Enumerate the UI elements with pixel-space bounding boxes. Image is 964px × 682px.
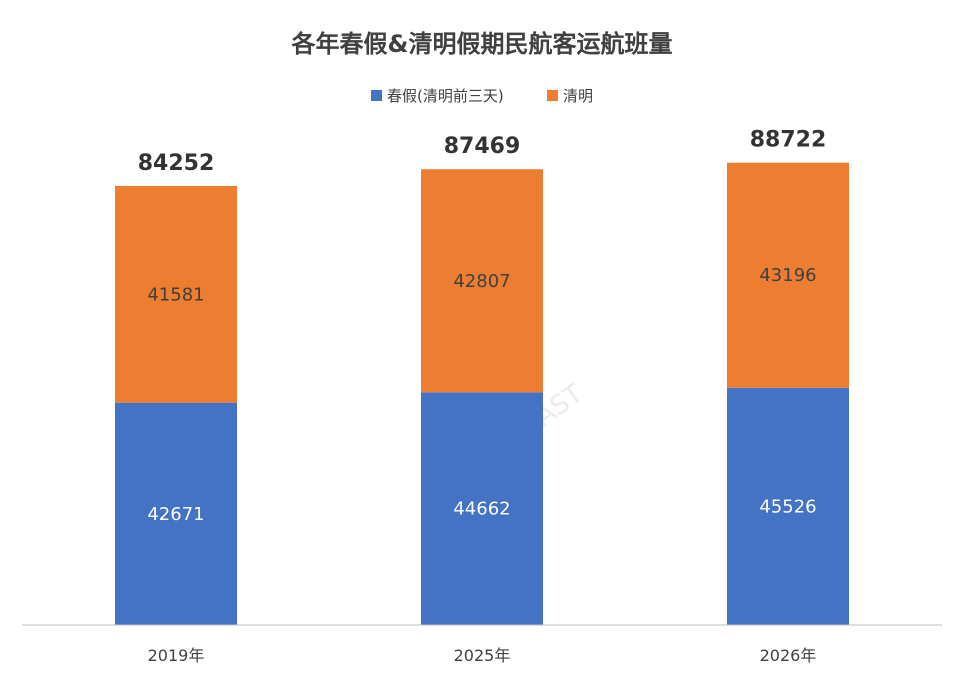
bar-segment-qingming-2: [727, 162, 849, 388]
data-label-spring-1: 44662: [453, 499, 510, 520]
data-label-qingming-2: 43196: [759, 265, 816, 286]
bar-segment-spring-0: [115, 402, 237, 625]
legend-label-qingming: 清明: [563, 87, 593, 105]
x-tick-label-1: 2025年: [454, 646, 511, 665]
bars: 42671 41581 84252 44662 42807 87469 45526 43196…: [115, 128, 849, 625]
legend-label-spring: 春假(清明前三天): [387, 87, 504, 105]
x-tick-label-2: 2026年: [760, 646, 817, 665]
data-label-qingming-0: 41581: [147, 284, 204, 305]
chart-title: 各年春假&清明假期民航客运航班量: [291, 30, 673, 58]
data-label-spring-0: 42671: [147, 504, 204, 525]
legend: 春假(清明前三天) 清明: [371, 87, 593, 105]
x-tick-label-0: 2019年: [148, 646, 205, 665]
bar-segment-qingming-1: [421, 169, 543, 393]
x-axis-ticks: 2019年 2025年 2026年: [148, 646, 817, 665]
legend-swatch-qingming: [547, 90, 558, 101]
bar-segment-qingming-0: [115, 186, 237, 403]
total-label-0: 84252: [138, 151, 215, 176]
total-label-1: 87469: [444, 134, 521, 159]
bar-segment-spring-2: [727, 387, 849, 625]
data-label-spring-2: 45526: [759, 496, 816, 517]
total-label-2: 88722: [750, 128, 827, 153]
legend-swatch-spring: [371, 90, 382, 101]
bar-segment-spring-1: [421, 392, 543, 625]
data-label-qingming-1: 42807: [453, 271, 510, 292]
